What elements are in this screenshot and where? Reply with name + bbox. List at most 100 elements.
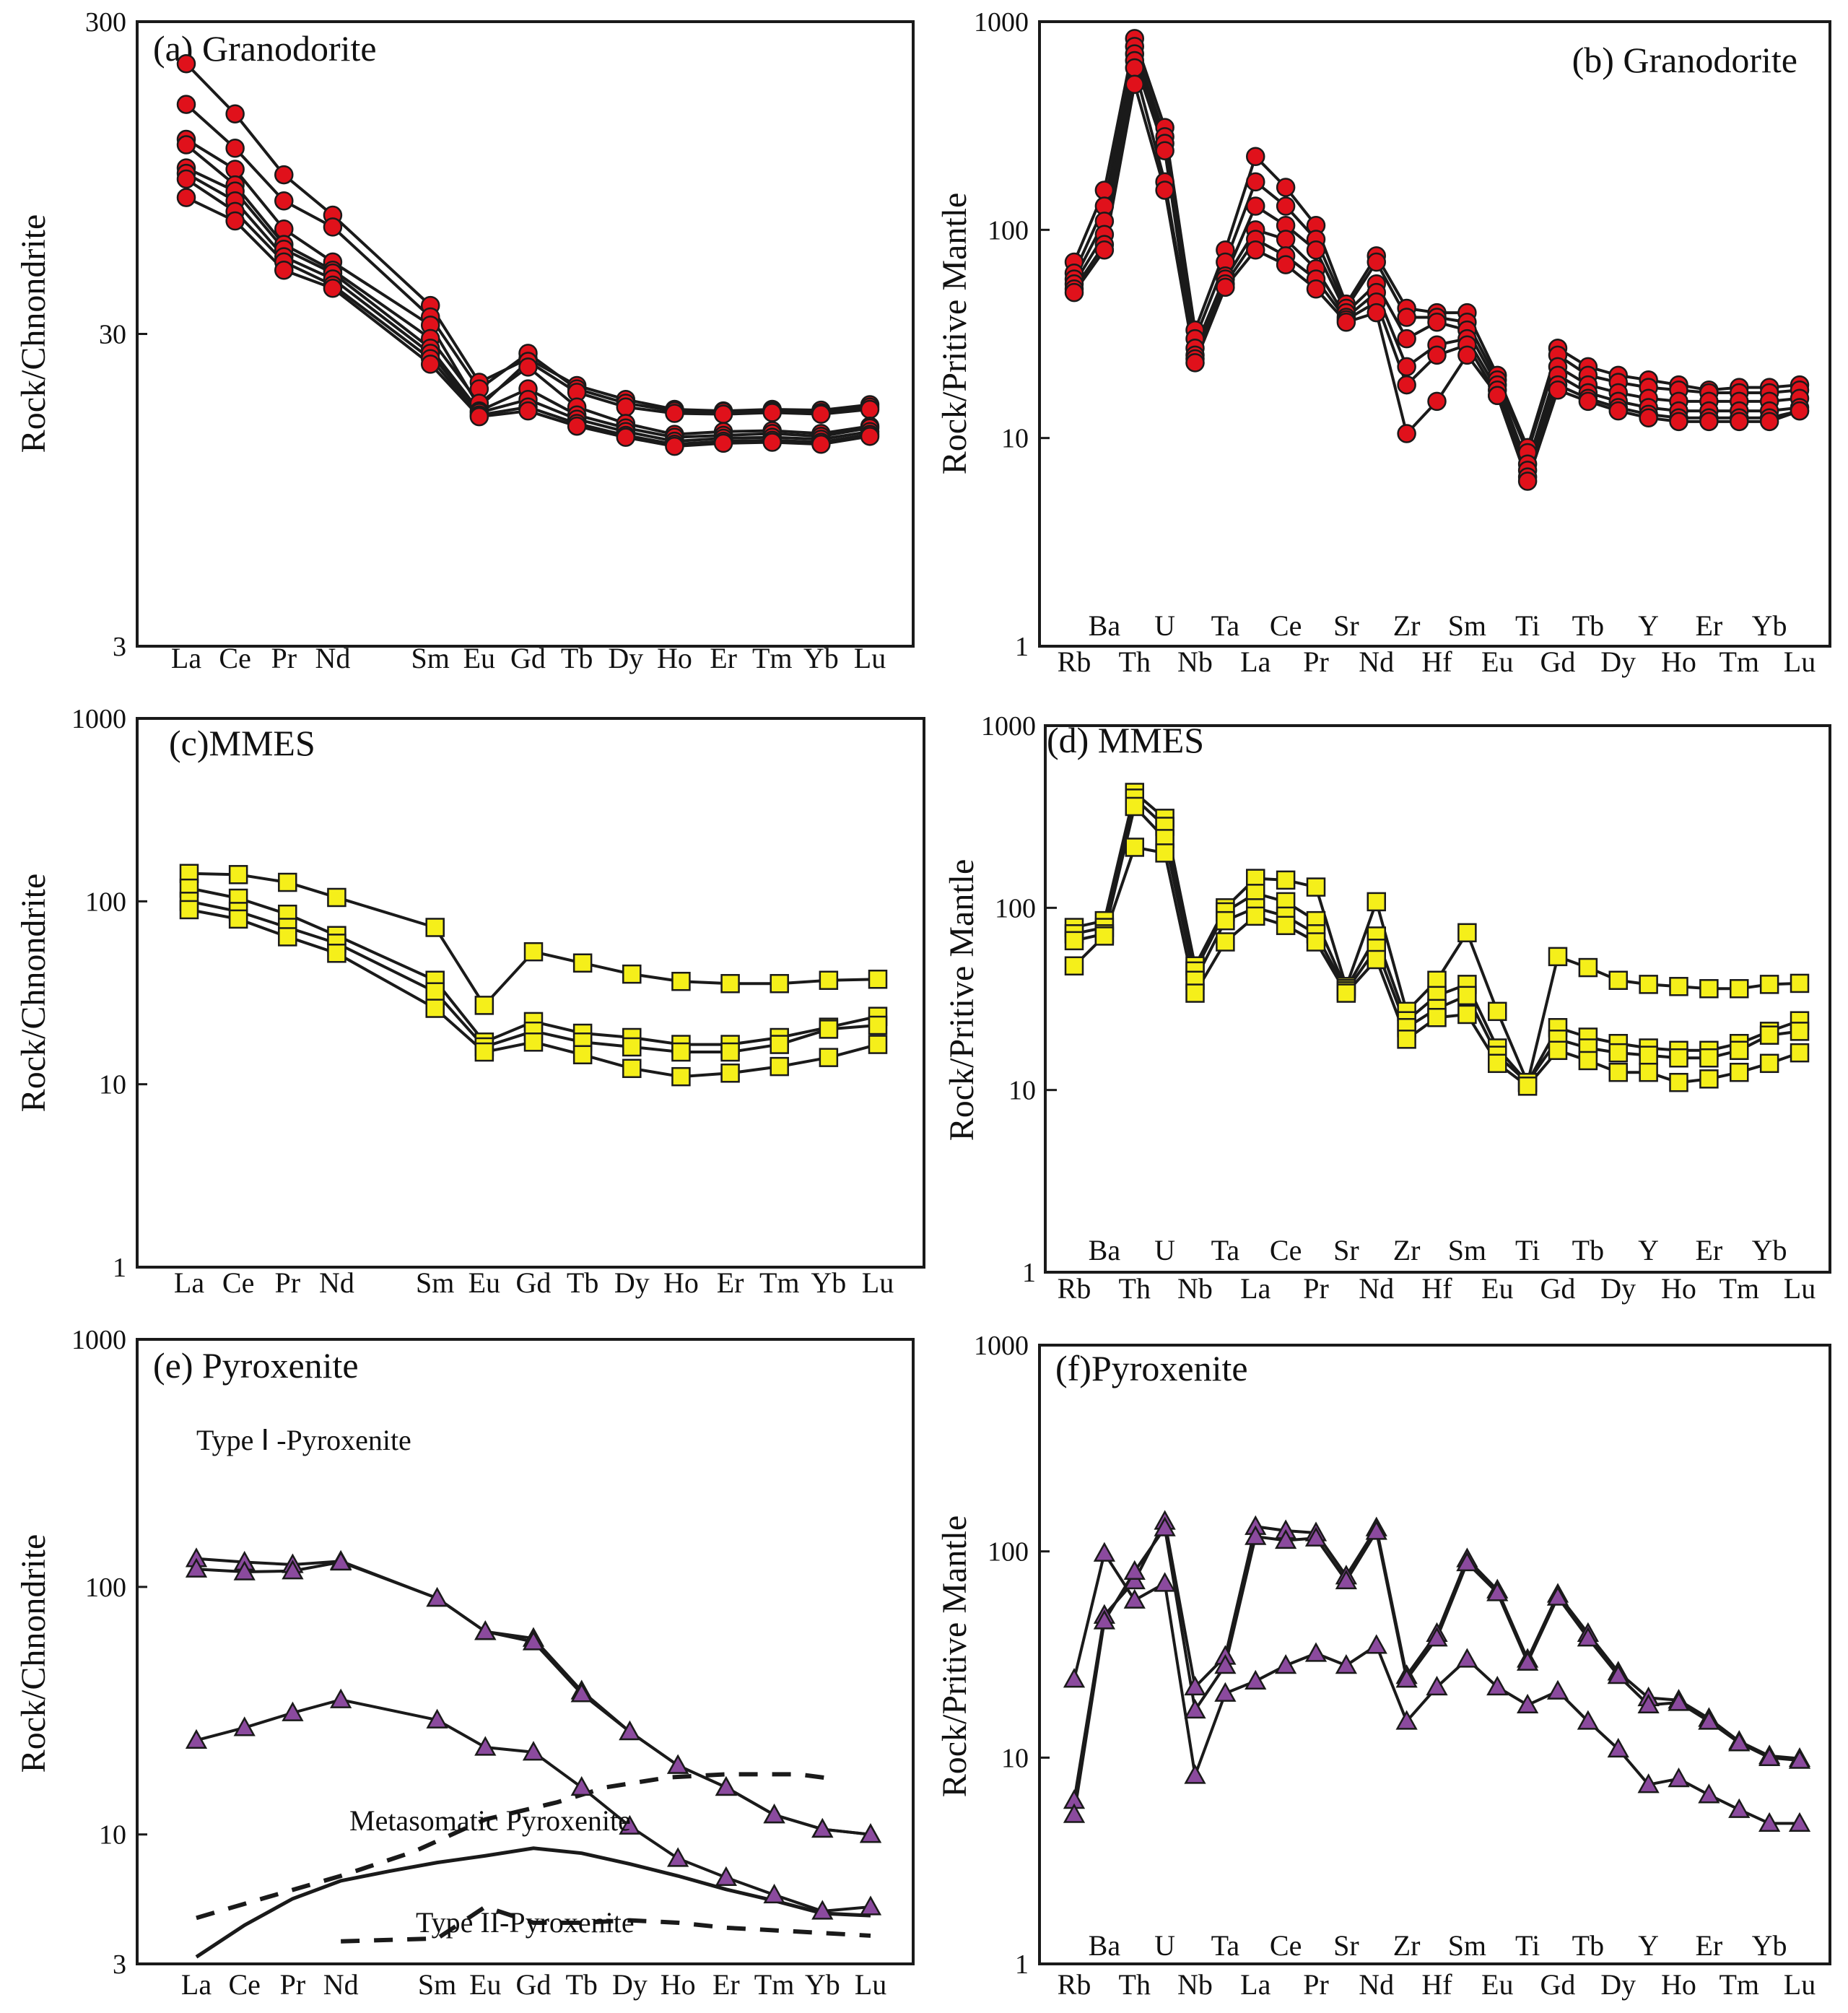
- x-category-label: Tb: [567, 1266, 598, 1299]
- data-point: [1155, 843, 1174, 863]
- y-tick-label: 3: [113, 1949, 126, 1980]
- data-point: [1245, 1669, 1267, 1690]
- data-point: [1397, 1030, 1416, 1049]
- data-point: [228, 909, 248, 929]
- x-category-label: Sr: [1333, 609, 1359, 642]
- data-point: [323, 217, 343, 237]
- x-category-label: Pr: [1303, 645, 1329, 678]
- data-point: [1790, 973, 1810, 994]
- data-point: [1397, 308, 1416, 327]
- data-point: [1427, 391, 1447, 412]
- series-line: [1073, 1526, 1800, 1815]
- data-point: [1336, 983, 1356, 1003]
- data-point: [176, 135, 196, 155]
- x-category-label: Nb: [1177, 645, 1213, 678]
- data-point: [1457, 1004, 1477, 1025]
- y-axis-title-f: Rock/Pritive Mantle: [936, 1516, 974, 1798]
- data-point: [1397, 424, 1416, 443]
- data-point: [469, 406, 489, 427]
- panel-b: (b) Granodorite Rock/Pritive Mantle 1000…: [936, 7, 1831, 678]
- data-point: [330, 1550, 352, 1571]
- x-category-label: Ti: [1515, 1929, 1540, 1962]
- x-category-label: Rb: [1058, 645, 1091, 678]
- data-point: [1275, 1529, 1297, 1549]
- data-point: [1094, 926, 1115, 946]
- data-point: [1548, 1040, 1568, 1061]
- data-point: [665, 404, 684, 423]
- data-point: [1276, 196, 1296, 216]
- data-point: [274, 191, 294, 211]
- data-point: [770, 1056, 789, 1077]
- x-category-label: Nd: [1359, 1968, 1394, 2001]
- x-category-label: Ti: [1515, 609, 1540, 642]
- series-e: [185, 1547, 882, 1920]
- x-category-label: Th: [1119, 1968, 1151, 2001]
- data-point: [713, 404, 733, 424]
- data-point: [720, 1064, 740, 1083]
- data-point: [1093, 1542, 1115, 1562]
- data-point: [860, 399, 880, 419]
- x-category-label: Yb: [1752, 609, 1787, 642]
- series-d: [1064, 783, 1810, 1096]
- x-category-label: Pr: [280, 1968, 306, 2001]
- data-point: [523, 942, 544, 962]
- data-point: [1335, 1569, 1357, 1590]
- data-point: [1155, 181, 1174, 200]
- y-axis-title-e: Rock/Chnondrite: [14, 1534, 53, 1773]
- x-category-label: Nb: [1177, 1272, 1213, 1305]
- data-point: [1123, 1588, 1146, 1609]
- data-point: [420, 355, 440, 374]
- panel-title-c: (c)MMES: [169, 723, 315, 763]
- x-category-label: La: [1240, 645, 1270, 678]
- data-point: [1123, 1569, 1146, 1590]
- data-point: [1788, 1749, 1811, 1769]
- x-category-label: Er: [1695, 1234, 1722, 1266]
- y-tick-label: 10: [1008, 1076, 1036, 1106]
- data-point: [1517, 471, 1538, 491]
- data-point: [1488, 386, 1507, 406]
- x-category-label: Gd: [516, 1266, 552, 1299]
- panel-title-f: (f)Pyroxenite: [1055, 1348, 1248, 1388]
- x-category-label: Eu: [463, 642, 495, 674]
- x-category-label: Eu: [1481, 645, 1513, 678]
- x-category-label: Ho: [1661, 1968, 1696, 2001]
- data-point: [426, 1586, 448, 1607]
- data-point: [274, 165, 294, 185]
- data-point: [859, 1823, 882, 1843]
- data-point: [763, 1883, 785, 1904]
- data-point: [1607, 1664, 1629, 1684]
- data-point: [616, 427, 636, 447]
- data-point: [616, 397, 636, 417]
- data-point: [1730, 412, 1749, 432]
- x-category-label: Ce: [228, 1968, 260, 2001]
- x-category-label: Zr: [1393, 609, 1421, 642]
- y-tick-label: 1000: [981, 711, 1036, 742]
- x-category-label: Nb: [1177, 1968, 1213, 2001]
- data-point: [330, 1688, 352, 1708]
- data-point: [1699, 412, 1719, 432]
- data-point: [1276, 870, 1296, 890]
- data-point: [176, 95, 196, 114]
- x-category-label: Eu: [468, 1266, 500, 1299]
- data-point: [762, 432, 782, 452]
- x-category-label: Tb: [565, 1968, 597, 2001]
- data-point: [868, 1035, 888, 1054]
- data-point: [1699, 979, 1719, 999]
- x-category-label: Rb: [1058, 1272, 1091, 1305]
- reference-curve: [196, 1772, 833, 1921]
- data-point: [278, 927, 297, 947]
- y-ticks-c: 1000 100 10 1: [71, 704, 147, 1283]
- panel-f: (f)Pyroxenite Rock/Pritive Mantle 100010…: [936, 1331, 1831, 2001]
- data-point: [567, 416, 587, 436]
- data-point: [474, 1736, 497, 1756]
- data-point: [1245, 1525, 1267, 1545]
- data-point: [715, 1866, 737, 1887]
- data-point: [327, 887, 346, 908]
- data-point: [1276, 255, 1296, 274]
- data-point: [474, 1042, 494, 1062]
- x-category-label: Lu: [1784, 645, 1816, 678]
- data-point: [811, 404, 831, 424]
- data-point: [1125, 74, 1144, 95]
